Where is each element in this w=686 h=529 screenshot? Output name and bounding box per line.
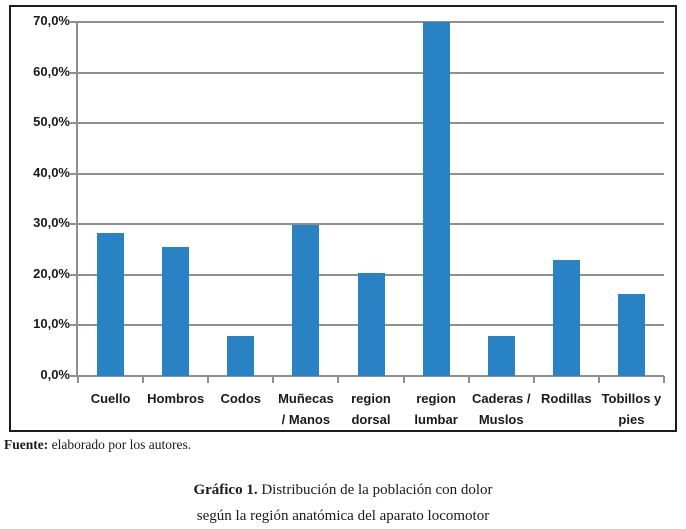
bar-5 (422, 22, 450, 376)
x-category-label-line: region (351, 391, 391, 406)
x-axis-tick (337, 376, 340, 383)
y-axis-tick (69, 324, 76, 327)
gridline (78, 122, 664, 125)
y-tick-label: 50,0% (33, 114, 70, 130)
x-axis-tick (663, 376, 665, 383)
caption-line-1: Gráfico 1. Distribución de la población … (0, 477, 686, 503)
caption-line1-text: Distribución de la población con dolor (257, 482, 493, 498)
gridline (78, 71, 664, 74)
source-note-text: elaborado por los autores. (48, 437, 192, 452)
x-category-label-line: dorsal (351, 412, 391, 427)
y-axis-tick (69, 172, 76, 175)
x-category-label: Caderas / Muslos (464, 388, 539, 430)
bar-1 (162, 247, 190, 376)
x-category-label-line: region (416, 391, 456, 406)
x-category-label: region lumbar (399, 388, 474, 430)
x-axis-tick (597, 376, 600, 383)
bar-4 (357, 273, 385, 376)
bar-0 (97, 232, 125, 376)
x-category-label: region dorsal (333, 388, 408, 430)
y-axis-line (76, 21, 78, 377)
y-tick-label: 30,0% (33, 215, 70, 231)
x-axis-tick (402, 376, 405, 383)
x-axis-tick (142, 376, 145, 383)
x-category-label-line: Codos (220, 391, 261, 406)
x-category-label-line: / Manos (281, 412, 331, 427)
y-axis-tick (69, 375, 76, 377)
x-axis-tick (207, 376, 210, 383)
y-axis-tick (69, 122, 76, 125)
x-category-label-line: Hombros (147, 391, 205, 406)
y-tick-label: 60,0% (33, 63, 70, 79)
y-tick-label: 10,0% (33, 316, 70, 332)
y-tick-label: 40,0% (33, 164, 70, 180)
x-axis-tick (272, 376, 275, 383)
x-category-label-line: pies (618, 412, 645, 427)
source-note: Fuente: elaborado por los autores. (4, 437, 191, 453)
y-axis-tick (69, 223, 76, 226)
bar-6 (487, 335, 515, 376)
x-category-label: Hombros (138, 388, 213, 409)
x-category-label: Cuello (73, 388, 148, 409)
x-category-label-line: Cuello (90, 391, 131, 406)
x-category-label-line: Muñecas (278, 391, 334, 406)
y-axis-tick (69, 21, 76, 23)
chart-frame: 70,0% 60,0% 50,0% 40,0% 30,0% 20,0% 10,0% 0,0% C… (9, 5, 677, 432)
x-category-label-line: Caderas / (471, 391, 531, 406)
figure-caption: Gráfico 1. Distribución de la población … (0, 477, 686, 529)
bar-7 (552, 260, 580, 376)
x-category-label: Codos (203, 388, 278, 409)
x-axis-tick (467, 376, 470, 383)
gridline (78, 375, 664, 377)
x-axis-tick (77, 376, 79, 383)
x-category-label-line: Rodillas (541, 391, 592, 406)
caption-label: Gráfico 1. (193, 482, 258, 498)
x-category-label: Tobillos y pies (594, 388, 669, 430)
bar-2 (227, 335, 255, 376)
x-category-label: Muñecas / Manos (268, 388, 343, 430)
y-tick-label: 20,0% (33, 265, 70, 281)
y-axis-tick (69, 273, 76, 276)
x-category-label-line: lumbar (414, 412, 458, 427)
gridline (78, 21, 664, 23)
y-axis-tick (69, 71, 76, 74)
y-tick-label: 70,0% (33, 13, 70, 28)
bar-3 (292, 225, 320, 376)
x-axis-tick (532, 376, 535, 383)
x-category-label-line: Muslos (478, 412, 524, 427)
gridline (78, 223, 664, 226)
source-note-label: Fuente: (4, 437, 49, 452)
x-category-label: Rodillas (529, 388, 604, 409)
bar-8 (617, 294, 645, 376)
x-category-label-line: Tobillos y (601, 391, 662, 406)
plot-area (69, 21, 665, 383)
y-tick-label: 0,0% (40, 367, 70, 382)
gridline (78, 172, 664, 175)
caption-line-2: según la región anatómica del aparato lo… (196, 508, 490, 524)
